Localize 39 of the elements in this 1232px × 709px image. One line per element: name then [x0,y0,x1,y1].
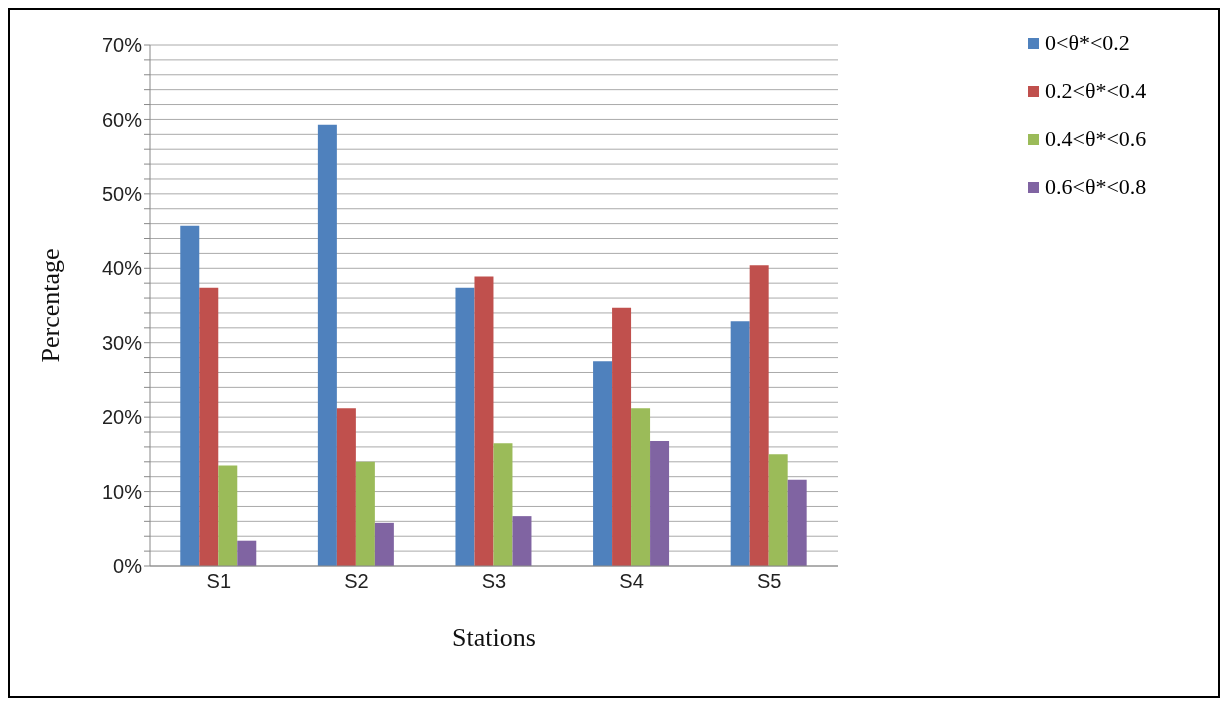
legend-label: 0.6<θ*<0.8 [1045,174,1147,200]
bar [631,408,651,566]
bar [355,461,375,566]
bar [593,361,613,566]
y-tick-label: 70% [101,34,143,57]
bar [512,516,532,566]
legend-label: 0<θ*<0.2 [1045,30,1130,56]
bar [199,287,219,566]
bar [237,540,257,566]
bar [474,276,494,566]
x-axis-title: Stations [452,623,536,652]
x-tick-label: S1 [206,570,232,593]
y-tick-label: 10% [101,480,143,503]
bar [374,522,394,566]
y-tick-label: 60% [101,108,143,131]
legend-label: 0.4<θ*<0.6 [1045,126,1147,152]
x-tick-label: S2 [344,570,369,593]
bar [455,287,475,566]
x-tick-label: S3 [481,570,507,593]
y-tick-label: 0% [113,555,143,578]
bar [650,440,670,566]
bar [612,307,632,566]
y-tick-label: 30% [101,331,143,354]
bar [336,408,356,566]
bar [787,479,807,566]
y-tick-label: 50% [101,182,143,205]
bar [218,465,238,566]
legend-label: 0.2<θ*<0.4 [1045,78,1147,104]
bar [493,443,513,566]
x-tick-label: S5 [756,570,782,593]
bar [749,265,769,566]
bar [317,124,337,566]
bar [180,225,200,566]
y-axis-title: Percentage [36,248,66,363]
y-tick-label: 40% [101,257,143,280]
x-tick-label: S4 [619,570,644,593]
y-tick-label: 20% [101,406,143,429]
bar [730,321,750,566]
bar [768,454,788,566]
